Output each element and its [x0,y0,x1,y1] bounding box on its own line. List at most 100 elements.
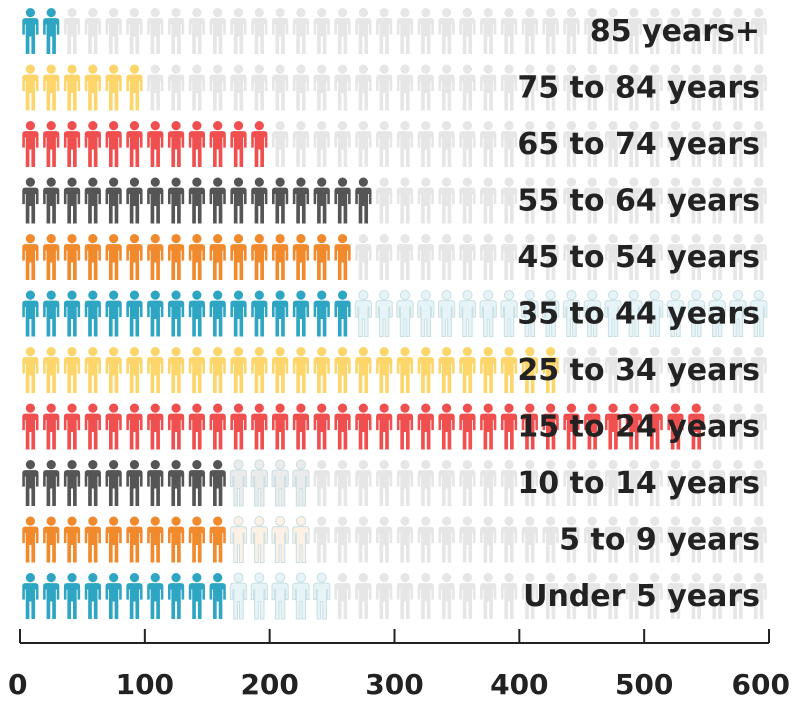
person-icon-background [542,177,559,224]
person-icon [167,121,185,167]
person-icon-faded [292,459,310,507]
person-icon [272,403,289,450]
person-icon [22,403,39,450]
person-icon-background [542,516,559,563]
person-icon-background [521,177,538,224]
person-icon [334,403,351,450]
category-labels: 85 years+ 75 to 84 years 65 to 74 years 55 … [517,14,760,614]
person-icon-background [459,121,476,167]
person-icon-background [625,460,643,506]
person-icon-background [209,8,226,54]
person-icon-faded [229,516,248,563]
person-icon-background [709,64,726,111]
person-icon [22,64,39,111]
person-icon-background [396,516,414,563]
person-icon [334,347,351,393]
person-icon [188,460,205,506]
person-icon-background [334,460,351,506]
person-icon-background [584,347,601,393]
person-icon [22,347,39,393]
person-icon-background [417,573,434,619]
person-icon-background [438,460,455,506]
person-icon-background [688,177,705,224]
person-icon-faded [250,516,268,563]
person-icon [147,516,164,563]
person-icon-faded [458,290,477,337]
person-icon-background [376,234,393,280]
person-icon-faded [542,290,560,337]
person-icon-background [355,234,372,280]
person-icon-background [313,121,330,167]
person-icon-background [438,573,455,619]
person-icon [480,347,497,393]
person-icon-background [729,177,747,224]
person-icon [105,347,122,393]
person-icon-background [167,8,185,54]
person-icon [147,403,164,450]
category-label: 55 to 64 years [517,184,760,219]
person-icon [209,573,226,619]
person-icon-background [480,573,497,619]
person-icon-background [563,460,580,506]
person-icon [167,460,185,506]
person-icon-background [625,8,643,54]
person-icon [188,347,205,393]
person-icon-background [646,347,663,393]
person-icon-faded [604,290,622,337]
person-icon-background [604,64,622,111]
person-icon-background [729,403,747,450]
person-icon-faded [271,459,289,507]
person-icon [292,347,310,393]
person-icon-background [563,64,580,111]
person-icon [84,573,101,619]
person-icon-background [667,460,684,506]
person-icon-background [459,573,476,619]
person-icon-background [334,121,351,167]
person-icon-background [396,64,414,111]
person-icon [43,234,60,280]
person-icon-background [438,121,455,167]
person-icon-background [438,8,455,54]
person-icon-background [625,347,643,393]
person-icon-background [563,573,580,619]
person-icon [126,64,143,111]
person-icon [376,347,393,393]
category-label: 15 to 24 years [517,410,760,445]
person-icon-background [480,8,497,54]
person-icon-background [521,573,538,619]
person-icon-background [667,8,684,54]
person-icon-background [709,573,726,619]
person-icon [84,64,101,111]
person-icon-background [688,516,705,563]
person-icon-background [709,121,726,167]
person-icon-background [584,121,601,167]
person-icon-background [459,234,476,280]
person-icon-background [584,234,601,280]
person-icon [22,177,39,224]
person-icon [355,177,372,224]
person-icon [167,573,185,619]
person-icon-background [292,8,310,54]
person-icon-background [667,64,684,111]
person-icon-background [750,573,767,619]
person-icon [147,290,164,337]
person-icon-background [396,460,414,506]
person-icon-faded [625,290,643,337]
person-icon-background [313,460,330,506]
person-icon [584,403,601,450]
person-icon [563,403,580,450]
person-icon-background [667,177,684,224]
person-icon-background [209,64,226,111]
person-icon-background [584,64,601,111]
person-icon [438,347,455,393]
person-icon [63,573,81,619]
person-icon [147,121,164,167]
person-icon [147,234,164,280]
person-icon [604,403,622,450]
person-icon-background [292,64,310,111]
person-icon [84,516,101,563]
person-icon-background [313,8,330,54]
person-icon-background [459,460,476,506]
person-icon-faded [292,572,310,620]
person-icon-background [355,460,372,506]
